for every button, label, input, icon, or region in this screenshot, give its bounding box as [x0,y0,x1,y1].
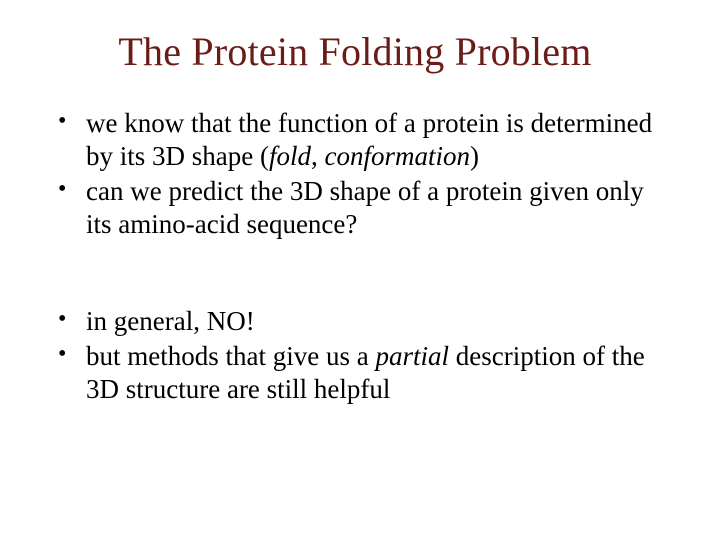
bullet-list-top: we know that the function of a protein i… [30,107,680,241]
text-run: , [311,141,325,171]
list-item: but methods that give us a partial descr… [58,340,670,406]
text-run-italic: conformation [325,141,471,171]
text-run-italic: fold [269,141,311,171]
list-item: can we predict the 3D shape of a protein… [58,175,670,241]
slide: The Protein Folding Problem we know that… [0,0,720,540]
text-run: ) [470,141,479,171]
spacer [30,243,680,305]
text-run: in general, NO! [86,306,255,336]
slide-title: The Protein Folding Problem [30,28,680,75]
text-run-italic: partial [375,341,449,371]
text-run: can we predict the 3D shape of a protein… [86,176,644,239]
list-item: we know that the function of a protein i… [58,107,670,173]
text-run: but methods that give us a [86,341,375,371]
list-item: in general, NO! [58,305,670,338]
bullet-list-bottom: in general, NO! but methods that give us… [30,305,680,406]
